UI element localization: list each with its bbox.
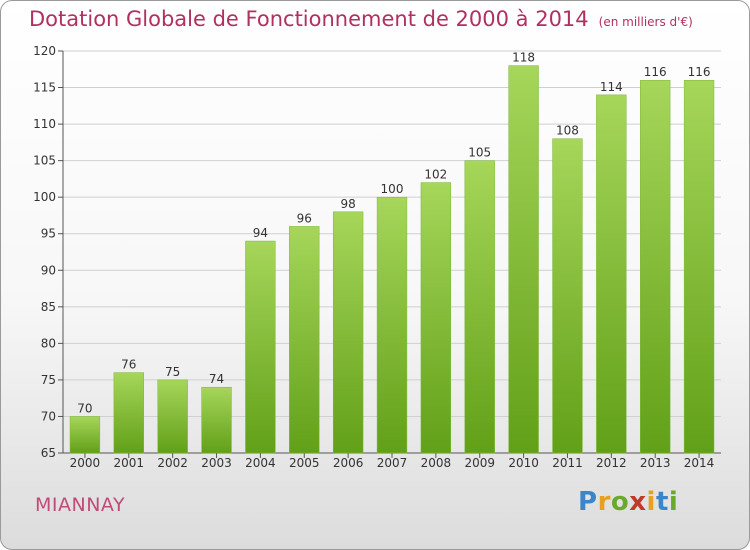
y-tick-label: 105 [33,154,56,168]
bar [508,65,539,454]
y-tick-label: 70 [41,409,56,423]
bar [201,386,232,454]
x-tick-label: 2003 [201,456,232,470]
y-tick-label: 100 [33,190,56,204]
bar-value-label: 96 [297,211,312,225]
chart-subtitle: (en milliers d'€) [598,15,693,29]
bar [157,379,188,454]
bar [420,182,452,454]
y-tick-label: 65 [41,446,56,460]
bar-value-label: 70 [77,401,92,415]
x-tick-label: 2010 [508,456,539,470]
bar [464,160,495,454]
x-tick-label: 2008 [421,456,452,470]
bar-value-label: 98 [340,197,355,211]
place-name: MIANNAY [35,494,126,516]
y-tick-label: 85 [41,300,56,314]
y-tick-label: 95 [41,227,56,241]
y-tick-label: 75 [41,373,56,387]
x-tick-label: 2013 [640,456,671,470]
x-tick-label: 2006 [333,456,364,470]
bar [552,138,583,454]
y-tick-label: 80 [41,336,56,350]
bar-value-label: 100 [381,182,404,196]
x-tick-label: 2009 [464,456,495,470]
bar-value-label: 75 [165,365,180,379]
chart-title: Dotation Globale de Fonctionnement de 20… [29,7,693,31]
bar-value-label: 108 [556,124,579,138]
logo-letter: t [655,487,669,517]
x-tick-label: 2000 [70,456,101,470]
bar-value-label: 116 [688,65,711,79]
labels: 65 70 75 80 85 90 95 100 105 110 115 120 70 2000 76 200… [33,44,714,470]
bar [289,226,320,454]
bar-value-label: 114 [600,80,623,94]
bar-value-label: 118 [512,51,535,65]
bar [245,240,276,454]
logo-letter: i [646,487,656,517]
bar [113,372,144,454]
logo-letter: i [668,487,679,517]
bar-value-label: 102 [424,168,447,182]
logo-letter: r [597,487,611,517]
bar-value-label: 105 [468,146,491,160]
bar [69,416,101,454]
bar [683,79,715,454]
y-tick-label: 110 [33,117,56,131]
logo-letter: P [578,487,598,517]
y-tick-label: 120 [33,44,56,58]
x-tick-label: 2001 [114,456,145,470]
bar [376,196,408,454]
bar-value-label: 94 [253,226,268,240]
chart-title-text: Dotation Globale de Fonctionnement de 20… [29,7,589,31]
x-tick-label: 2007 [377,456,408,470]
x-tick-label: 2002 [157,456,188,470]
x-tick-label: 2004 [245,456,276,470]
bar-value-label: 76 [121,358,136,372]
bar [332,211,364,454]
logo-letter: x [629,487,647,517]
proxiti-logo: Proxiti [578,487,678,517]
x-tick-label: 2012 [596,456,627,470]
x-tick-label: 2011 [552,456,583,470]
y-tick-label: 115 [33,81,56,95]
x-tick-label: 2014 [684,456,715,470]
bar-value-label: 116 [644,65,667,79]
bars [69,65,715,454]
y-tick-label: 90 [41,263,56,277]
logo-letter: o [610,487,630,517]
bar [596,94,627,454]
bar [640,79,671,454]
x-tick-label: 2005 [289,456,320,470]
bar-value-label: 74 [209,372,224,386]
